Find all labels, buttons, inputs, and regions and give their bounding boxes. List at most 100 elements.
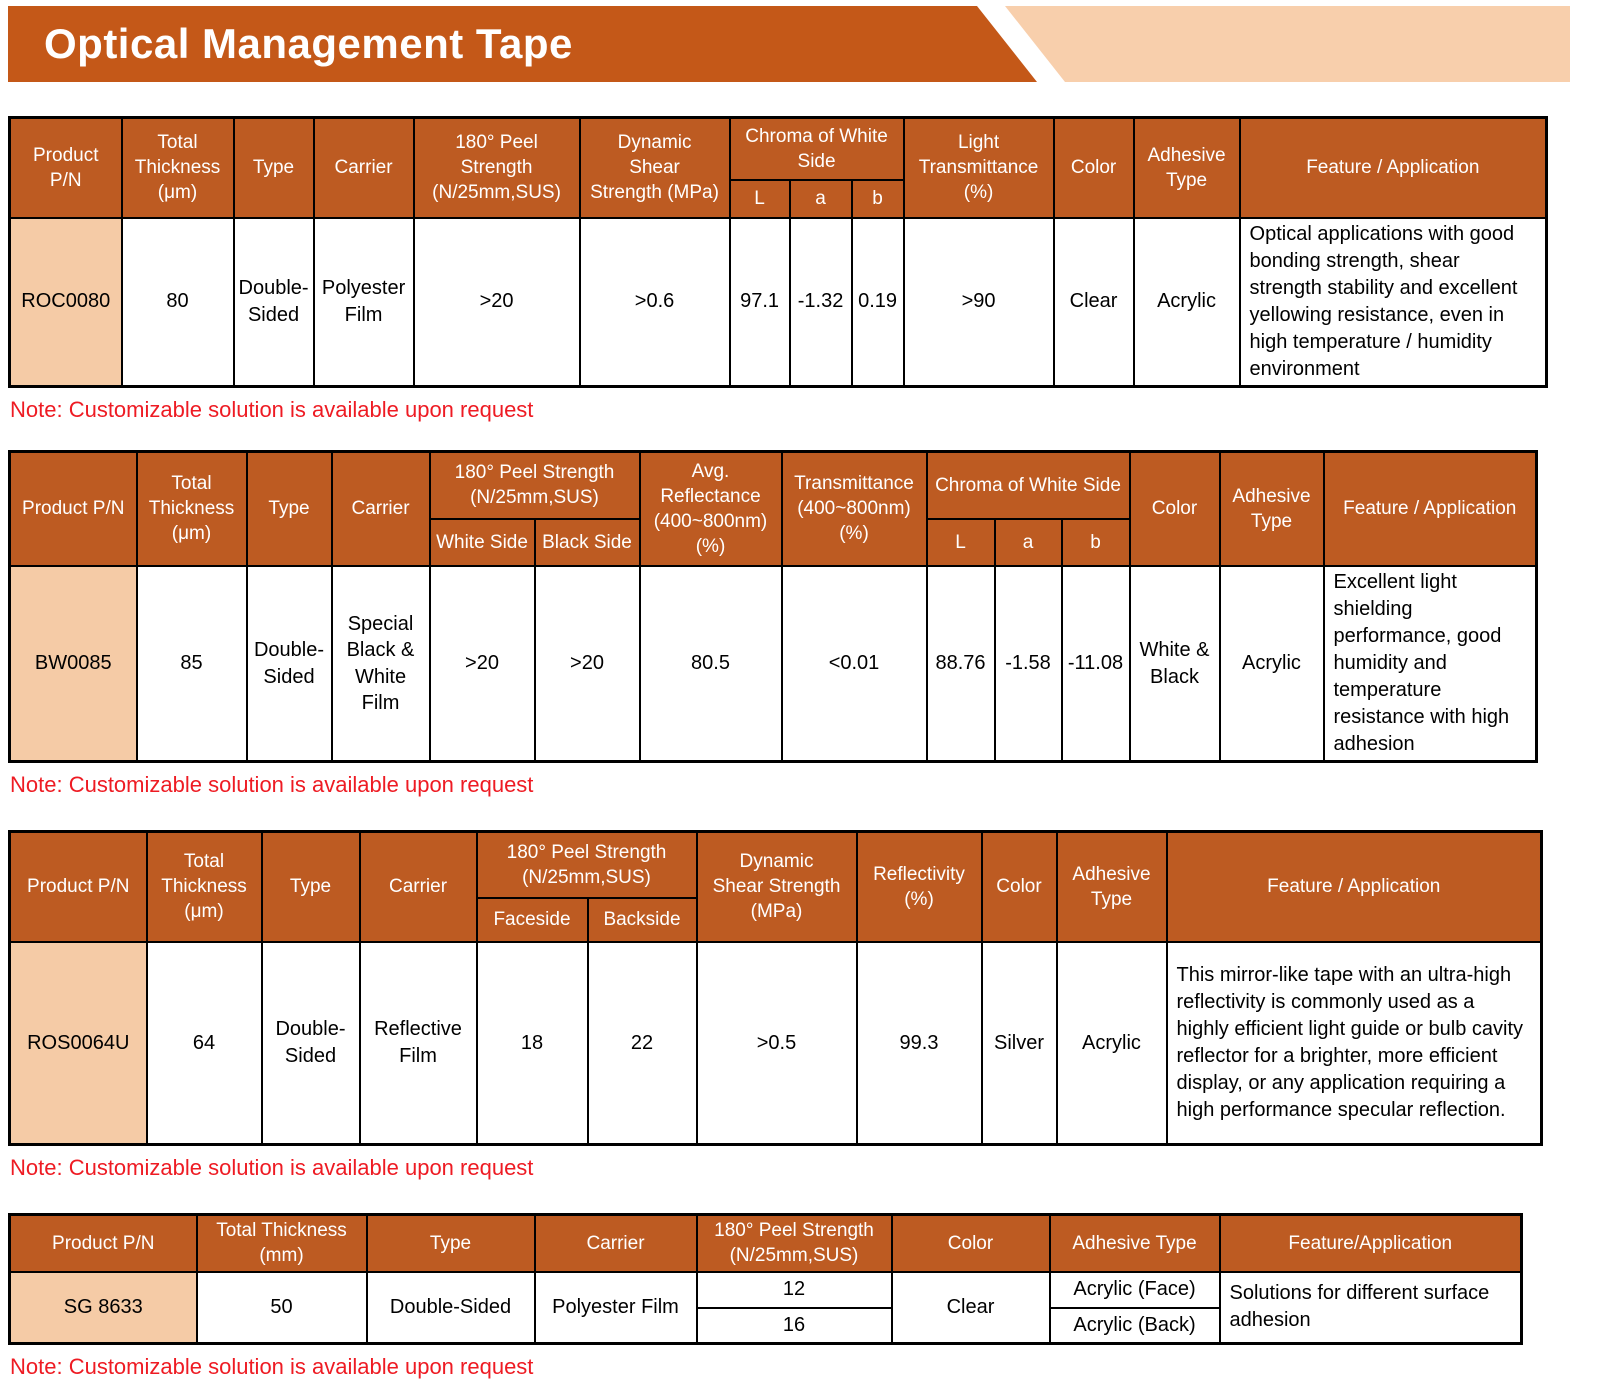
t3-cell-product-pn: ROS0064U [8,940,148,1146]
t3-header-thickness: Total Thickness (μm) [145,830,263,943]
t3-header-feature: Feature / Application [1165,830,1543,943]
t1-header-type: Type [232,116,315,219]
t4-header-feature: Feature/Application [1218,1213,1523,1273]
t3-header-shear-strength: Dynamic Shear Strength (MPa) [695,830,858,943]
t4-header-peel-strength: 180° Peel Strength (N/25mm,SUS) [695,1213,893,1273]
t1-cell-light: >90 [902,216,1055,387]
t2-header-chroma-b: b [1060,518,1131,567]
t4-cell-peel-back: 16 [695,1306,893,1345]
t2-cell-chroma-l: 88.76 [925,565,996,763]
t3-cell-peel-faceside: 18 [475,940,589,1146]
table-sg8633: Product P/N Total Thickness (mm) Type Ca… [8,1213,1523,1345]
t3-cell-shear: >0.5 [695,940,858,1146]
t2-header-chroma: Chroma of White Side [925,450,1131,520]
t1-cell-carrier: Polyester Film [312,216,415,387]
note-table-1: Note: Customizable solution is available… [10,396,534,422]
t2-header-adhesive-type: Adhesive Type [1218,450,1325,567]
note-table-3: Note: Customizable solution is available… [10,1155,534,1180]
t3-header-peel-strength: 180° Peel Strength (N/25mm,SUS) [475,830,698,899]
t3-header-type: Type [260,830,361,943]
t3-cell-peel-backside: 22 [586,940,698,1146]
t2-cell-transmittance: <0.01 [780,565,928,763]
table-row: BW0085 85 Double- Sided Special Black & … [8,565,1538,763]
t2-cell-peel-black: >20 [533,565,641,763]
t1-cell-feature: Optical applications with good bonding s… [1238,216,1548,387]
t2-header-product-pn: Product P/N [8,450,138,567]
t2-cell-adhesive: Acrylic [1218,565,1325,763]
t1-cell-peel: >20 [412,216,581,387]
t1-cell-chroma-b: 0.19 [850,216,905,387]
t1-header-peel-strength: 180° Peel Strength (N/25mm,SUS) [412,116,581,219]
t2-header-transmittance: Transmittance (400~800nm) (%) [780,450,928,567]
t3-header-product-pn: Product P/N [8,830,148,943]
t2-cell-reflectance: 80.5 [638,565,783,763]
t1-header-chroma-l: L [728,178,791,219]
t1-header-feature: Feature / Application [1238,116,1548,219]
t4-cell-carrier: Polyester Film [533,1270,698,1345]
banner-peach-shape [1005,6,1570,82]
t3-header-adhesive-type: Adhesive Type [1055,830,1168,943]
t4-cell-product-pn: SG 8633 [8,1270,198,1345]
t4-cell-color: Clear [890,1270,1051,1345]
t2-header-type: Type [245,450,333,567]
t4-cell-adhesive-back: Acrylic (Back) [1048,1306,1221,1345]
t1-cell-type: Double- Sided [232,216,315,387]
t1-cell-thickness: 80 [120,216,235,387]
t4-header-thickness: Total Thickness (mm) [195,1213,368,1273]
t1-header-color: Color [1052,116,1135,219]
t1-header-shear-strength: Dynamic Shear Strength (MPa) [578,116,731,219]
note-table-4: Note: Customizable solution is available… [10,1354,534,1379]
t2-cell-type: Double- Sided [245,565,333,763]
t1-header-thickness: Total Thickness (μm) [120,116,235,219]
t1-cell-product-pn: ROC0080 [8,216,123,387]
t3-cell-reflectivity: 99.3 [855,940,983,1146]
t3-cell-type: Double- Sided [260,940,361,1146]
t4-cell-adhesive-face: Acrylic (Face) [1048,1270,1221,1309]
t3-header-reflectivity: Reflectivity (%) [855,830,983,943]
table-row: ROC0080 80 Double- Sided Polyester Film … [8,216,1548,387]
t2-header-peel-black-side: Black Side [533,518,641,567]
t3-cell-color: Silver [980,940,1058,1146]
t4-cell-feature: Solutions for different surface adhesion [1218,1270,1523,1345]
t1-cell-chroma-a: -1.32 [788,216,853,387]
t2-cell-color: White & Black [1128,565,1221,763]
t2-header-peel-white-side: White Side [428,518,536,567]
t2-header-color: Color [1128,450,1221,567]
t1-header-chroma-b: b [850,178,905,219]
t2-header-chroma-a: a [993,518,1063,567]
t1-header-light-transmittance: Light Transmittance (%) [902,116,1055,219]
page-title: Optical Management Tape [44,20,573,67]
t2-header-chroma-l: L [925,518,996,567]
t1-header-chroma-a: a [788,178,853,219]
t4-header-adhesive-type: Adhesive Type [1048,1213,1221,1273]
t1-header-adhesive-type: Adhesive Type [1132,116,1241,219]
t4-cell-thickness: 50 [195,1270,368,1345]
t2-cell-product-pn: BW0085 [8,565,138,763]
t2-cell-peel-white: >20 [428,565,536,763]
t2-cell-feature: Excellent light shielding performance, g… [1322,565,1538,763]
t3-cell-feature: This mirror-like tape with an ultra-high… [1165,940,1543,1146]
table-ros0064u: Product P/N Total Thickness (μm) Type Ca… [8,830,1543,1146]
note-table-2: Note: Customizable solution is available… [10,772,534,797]
t2-cell-chroma-b: -11.08 [1060,565,1131,763]
t1-cell-chroma-l: 97.1 [728,216,791,387]
t4-header-color: Color [890,1213,1051,1273]
t1-cell-shear: >0.6 [578,216,731,387]
t2-cell-thickness: 85 [135,565,248,763]
t1-header-product-pn: Product P/N [8,116,123,219]
t2-header-feature: Feature / Application [1322,450,1538,567]
t3-header-color: Color [980,830,1058,943]
t2-header-peel-strength: 180° Peel Strength (N/25mm,SUS) [428,450,641,520]
t1-cell-adhesive: Acrylic [1132,216,1241,387]
t4-cell-type: Double-Sided [365,1270,536,1345]
banner-orange-shape [8,6,1037,82]
t4-header-carrier: Carrier [533,1213,698,1273]
t3-cell-adhesive: Acrylic [1055,940,1168,1146]
t1-cell-color: Clear [1052,216,1135,387]
t3-header-peel-faceside: Faceside [475,896,589,943]
title-banner: Optical Management Tape [8,6,1570,82]
t4-cell-peel-face: 12 [695,1270,893,1309]
table-row: ROS0064U 64 Double- Sided Reflective Fil… [8,940,1543,1146]
t3-cell-thickness: 64 [145,940,263,1146]
table-roc0080: Product P/N Total Thickness (μm) Type Ca… [8,116,1549,388]
